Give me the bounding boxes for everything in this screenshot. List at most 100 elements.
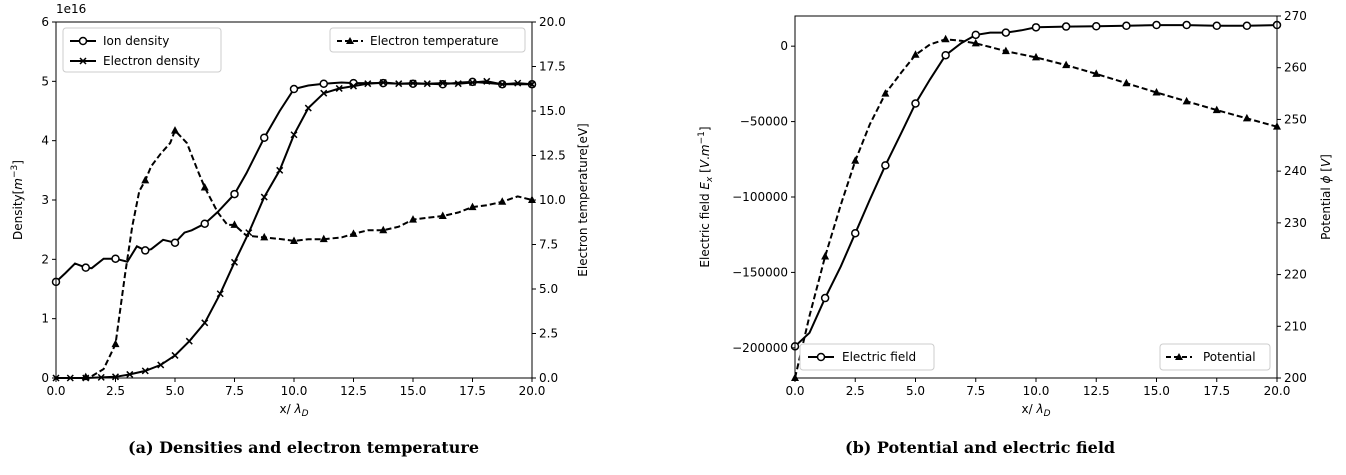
a-marker-electron-density-10 <box>201 319 209 327</box>
a-marker-electron-density-17 <box>304 104 312 112</box>
chart-a-x-label: x/ λD <box>279 402 308 419</box>
a-y2-tick-label: 10.0 <box>539 193 566 207</box>
a-marker-ion-density-9 <box>319 79 328 88</box>
a-y-tick-label: 4 <box>41 134 49 148</box>
a-marker-ion-density-13 <box>438 80 447 89</box>
b-line-potential <box>794 38 1278 379</box>
b-y2-tick-label: 250 <box>1284 112 1307 126</box>
b-y2-tick-label: 230 <box>1284 216 1307 230</box>
caption-b: (b) Potential and electric field <box>845 438 1116 457</box>
b-marker-potential-9 <box>1062 60 1071 69</box>
a-y2-tick-label: 15.0 <box>539 104 566 118</box>
a-marker-electron-density-3 <box>97 373 105 381</box>
a-marker-electron-density-27 <box>454 80 462 88</box>
a-marker-electron-density-24 <box>409 79 417 87</box>
a-x-tick-label: 0.0 <box>46 384 65 398</box>
b-x-tick-label: 12.5 <box>1083 384 1110 398</box>
a-marker-electron-density-31 <box>514 79 522 87</box>
b-marker-potential-14 <box>1212 105 1221 114</box>
b-marker-potential-12 <box>1152 88 1161 96</box>
a-marker-electron-density-7 <box>157 361 165 369</box>
b-x-tick-label: 2.5 <box>846 384 865 398</box>
chart-b-y-ticks: −200000 −150000 −100000 −50000 0 <box>732 39 795 355</box>
a-y-tick-label: 2 <box>41 252 49 266</box>
chart-b: 0.0 2.5 5.0 7.5 10.0 12.5 15.0 17.5 20.0 −200000… <box>697 9 1333 419</box>
b-marker-electric-field-6 <box>971 30 980 40</box>
a-marker-electron-temperature-9 <box>349 229 358 237</box>
a-marker-electron-density-28 <box>468 78 477 87</box>
b-y2-tick-label: 270 <box>1284 9 1307 23</box>
a-marker-electron-density-4 <box>111 373 120 381</box>
b-marker-electric-field-5 <box>941 50 950 60</box>
a-marker-ion-density-5 <box>200 219 209 228</box>
a-marker-electron-temperature-5 <box>230 220 239 228</box>
a-marker-electron-temperature-8 <box>319 234 328 243</box>
chart-b-series <box>790 20 1282 381</box>
chart-b-x-label: x/ λD <box>1021 402 1050 419</box>
a-marker-electron-temperature-4 <box>200 183 209 191</box>
a-x-tick-label: 12.5 <box>340 384 367 398</box>
chart-b-y2-ticks: 200 210 220 230 240 250 260 270 <box>1277 9 1307 385</box>
a-marker-electron-density-30 <box>498 80 506 88</box>
b-marker-potential-15 <box>1242 113 1251 122</box>
a-marker-ion-density-4 <box>170 238 180 247</box>
a-marker-electron-density-12 <box>230 258 239 266</box>
b-y-tick-label: −150000 <box>732 265 788 279</box>
a-y2-tick-label: 7.5 <box>539 238 558 252</box>
a-y2-tick-label: 5.0 <box>539 282 558 296</box>
b-marker-potential-10 <box>1092 69 1101 77</box>
a-marker-ion-density-1 <box>81 263 90 272</box>
b-marker-potential-2 <box>851 156 860 164</box>
a-x-tick-label: 5.0 <box>165 384 184 398</box>
b-y2-tick-label: 200 <box>1284 371 1307 385</box>
a-marker-electron-temperature-6 <box>260 232 269 241</box>
a-x-tick-label: 20.0 <box>519 384 546 398</box>
a-marker-electron-density-5 <box>126 370 134 378</box>
chart-a-legend-right: Electron temperature <box>329 27 526 53</box>
chart-b-y2-label: Potential ϕ [V] <box>1319 154 1333 240</box>
a-marker-electron-density-8 <box>171 351 179 359</box>
a-marker-electron-temperature-14 <box>498 197 507 205</box>
a-marker-electron-density-14 <box>260 193 268 201</box>
a-marker-ion-density-6 <box>230 189 239 199</box>
legend-item-potential: Potential <box>1203 350 1256 364</box>
b-y-tick-label: −50000 <box>740 115 788 129</box>
chart-a-y2-label: Electron temperature[eV] <box>576 123 590 276</box>
b-x-tick-label: 20.0 <box>1264 384 1291 398</box>
b-y2-tick-label: 260 <box>1284 61 1307 75</box>
chart-a-y2-ticks: 0.0 2.5 5.0 7.5 10.0 12.5 15.0 17.5 20.0 <box>532 15 566 385</box>
a-y2-tick-label: 0.0 <box>539 371 558 385</box>
legend-item-electron-density: Electron density <box>103 54 200 68</box>
chart-a-y-label: Density[m−3] <box>10 160 25 240</box>
a-marker-electron-temperature-7 <box>290 236 298 244</box>
a-line-electron-temperature <box>56 128 533 379</box>
b-x-tick-label: 7.5 <box>966 384 985 398</box>
chart-b-y-label: Electric field Ex [V.m−1] <box>697 126 715 267</box>
b-y-tick-label: 0 <box>780 39 788 53</box>
b-marker-electric-field-7 <box>1001 28 1011 37</box>
a-marker-electron-temperature-11 <box>409 215 417 223</box>
b-marker-potential-5 <box>941 34 950 43</box>
b-marker-potential-4 <box>911 50 920 58</box>
a-marker-electron-density-6 <box>141 367 149 375</box>
a-x-tick-label: 17.5 <box>459 384 486 398</box>
chart-b-legend-left: Electric field <box>799 343 935 371</box>
a-marker-electron-temperature-10 <box>379 225 388 234</box>
a-y2-tick-label: 12.5 <box>539 149 566 163</box>
a-y-tick-label: 5 <box>41 74 49 88</box>
chart-a-x-ticks: 0.0 2.5 5.0 7.5 10.0 12.5 15.0 17.5 20.0 <box>46 378 545 398</box>
b-marker-potential-7 <box>1001 46 1010 55</box>
b-marker-electric-field-14 <box>1212 21 1221 31</box>
b-marker-electric-field-9 <box>1061 22 1071 31</box>
b-marker-electric-field-4 <box>911 99 920 108</box>
b-x-tick-label: 15.0 <box>1143 384 1170 398</box>
b-marker-electric-field-2 <box>851 228 860 238</box>
a-marker-electron-density-11 <box>216 290 224 298</box>
b-marker-potential-13 <box>1182 96 1191 105</box>
a-marker-electron-density-15 <box>276 166 284 174</box>
chart-a-legend-left: Ion density Electron density <box>62 27 222 73</box>
b-marker-electric-field-15 <box>1242 21 1252 31</box>
b-marker-electric-field-12 <box>1152 20 1161 30</box>
legend-item-electric-field: Electric field <box>842 350 916 364</box>
chart-b-x-ticks: 0.0 2.5 5.0 7.5 10.0 12.5 15.0 17.5 20.0 <box>785 378 1290 398</box>
